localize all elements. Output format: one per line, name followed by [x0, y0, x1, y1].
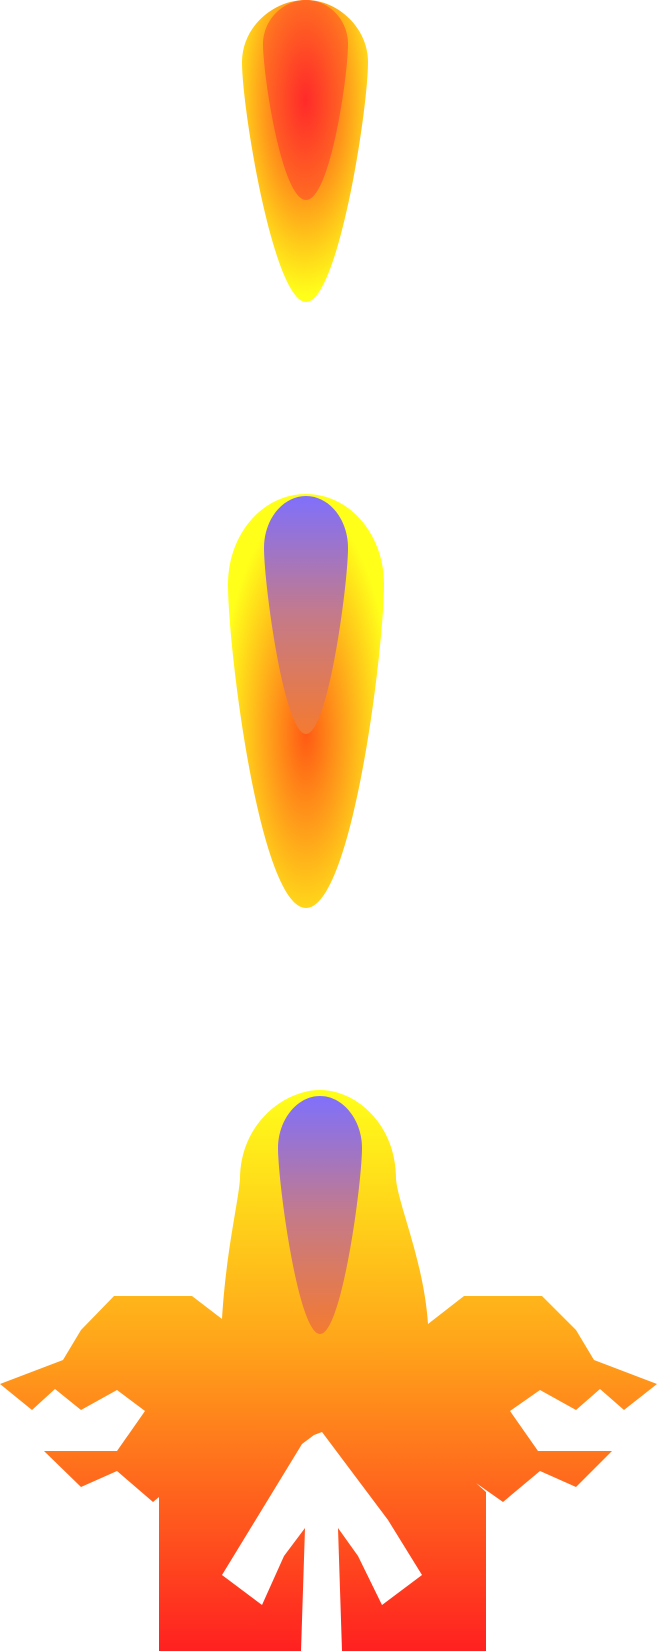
flame-large-icon [228, 494, 384, 908]
flame-small-icon [242, 0, 368, 302]
spaceship-icon [0, 1090, 657, 1651]
flame-small-core [263, 0, 348, 200]
spaceship-canopy [278, 1096, 362, 1334]
spaceship-hull [0, 1090, 657, 1651]
flame-large-core [264, 496, 348, 734]
